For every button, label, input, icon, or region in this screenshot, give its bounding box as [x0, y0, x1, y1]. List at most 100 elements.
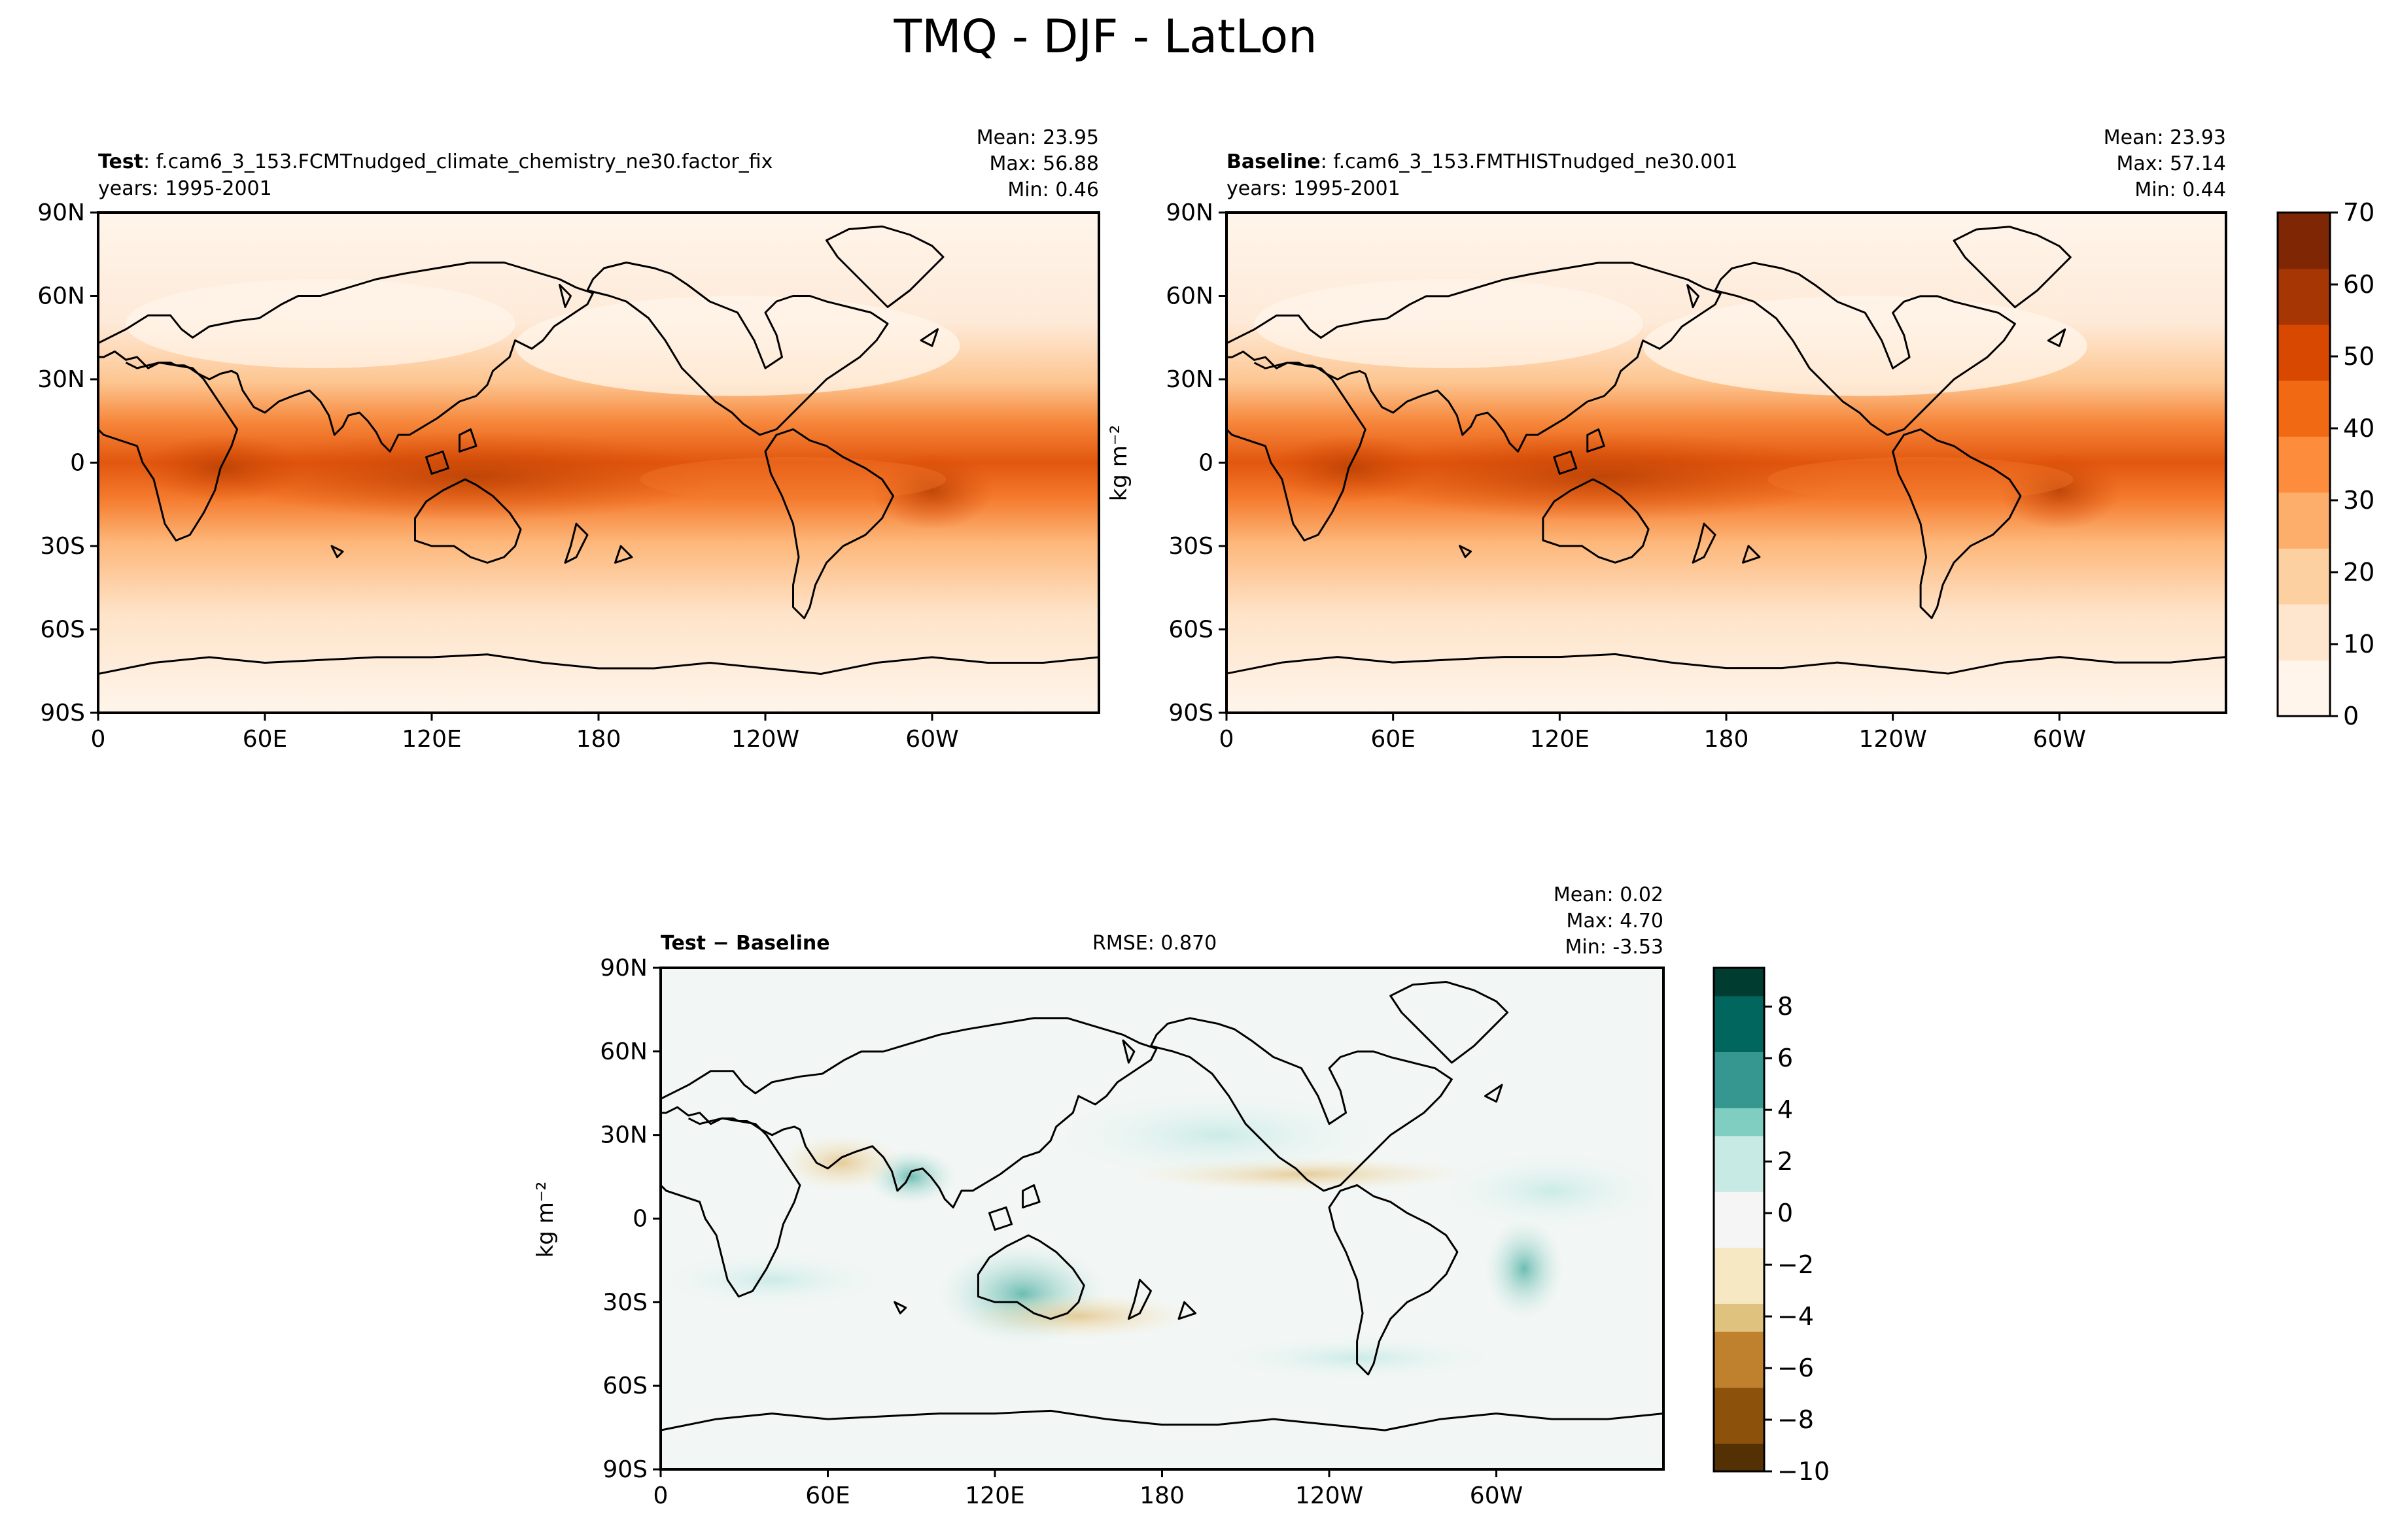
panel-diff-label: Test − Baseline [661, 932, 830, 955]
colorbar-frame [2276, 211, 2331, 717]
panel-diff-mean: Mean: 0.02 [1554, 883, 1663, 906]
panel-test-mean: Mean: 23.95 [977, 126, 1099, 149]
colorbar-step [1714, 968, 1764, 997]
colorbar-tick-label: 10 [2343, 630, 2374, 659]
colorbar-tick-label: 60 [2343, 270, 2374, 299]
lon-tick-label: 60E [1370, 726, 1416, 753]
lon-tick-label: 60E [243, 726, 288, 753]
colorbar-step [2278, 352, 2330, 381]
lon-tick-label: 120W [731, 726, 799, 753]
lat-tick-label: 0 [633, 1206, 648, 1233]
lat-tick-label: 30N [37, 366, 85, 393]
colorbar-step [1714, 1107, 1764, 1137]
colorbar-tick-label: 20 [2343, 558, 2374, 587]
lat-tick-label: 90S [40, 700, 85, 727]
colorbar-step [1714, 1331, 1764, 1360]
panel-test-min: Min: 0.46 [1007, 179, 1099, 201]
colorbar-step [2278, 240, 2330, 269]
lon-tick-label: 120E [1530, 726, 1590, 753]
colorbar-step [1714, 1415, 1764, 1444]
colorbar-step [2278, 548, 2330, 577]
lon-tick-label: 180 [576, 726, 621, 753]
colorbar-step [2278, 604, 2330, 633]
lat-tick-label: 30N [1166, 366, 1213, 393]
lat-tick-label: 90N [37, 199, 85, 226]
panel-baseline-years: years: 1995-2001 [1226, 177, 1400, 200]
panel-test-max: Max: 56.88 [989, 152, 1099, 175]
colorbar-step [2278, 632, 2330, 661]
lon-tick-label: 120W [1295, 1482, 1363, 1509]
colorbar-tick-label: −6 [1777, 1354, 1814, 1382]
colorbar-step [2278, 380, 2330, 409]
colorbar-tick-label: 40 [2343, 414, 2374, 443]
colorbar-tick-label: 70 [2343, 198, 2374, 227]
colorbar-step [2278, 492, 2330, 521]
lon-tick-label: 60W [905, 726, 958, 753]
colorbar-step [1714, 1275, 1764, 1304]
lat-tick-label: 60N [1166, 283, 1213, 310]
lat-tick-label: 30S [40, 533, 85, 560]
colorbar-tick-label: 4 [1777, 1095, 1793, 1124]
lat-tick-label: 30S [1168, 533, 1213, 560]
lat-tick-label: 0 [1198, 450, 1213, 477]
lon-tick-label: 60W [1470, 1482, 1523, 1509]
panel-baseline-mean: Mean: 23.93 [2104, 126, 2226, 149]
lon-tick-label: 0 [653, 1482, 669, 1509]
colorbar-step [1714, 1247, 1764, 1276]
colorbar-tick-label: −8 [1777, 1405, 1814, 1434]
colorbar-step [2278, 576, 2330, 605]
lon-tick-label: 120W [1859, 726, 1927, 753]
panel-diff-max: Max: 4.70 [1567, 910, 1663, 933]
map-field [1226, 213, 2226, 713]
colorbar-tick-label: 6 [1777, 1044, 1793, 1072]
colorbar-tick-label: 0 [1777, 1199, 1793, 1227]
lat-tick-label: 90S [1168, 700, 1213, 727]
colorbar-step [1714, 1023, 1764, 1052]
lat-tick-label: 60N [37, 283, 85, 310]
colorbar-tick-label: 8 [1777, 992, 1793, 1021]
lon-tick-label: 120E [965, 1482, 1024, 1509]
lat-tick-label: 90N [1166, 199, 1213, 226]
figure-title: TMQ - DJF - LatLon [894, 10, 1317, 63]
colorbar-step [2278, 296, 2330, 325]
colorbar-step [2278, 408, 2330, 437]
panel-baseline-min: Min: 0.44 [2134, 179, 2226, 201]
panel-test-label: Test: f.cam6_3_153.FCMTnudged_climate_ch… [98, 150, 773, 173]
panel-test: Test: f.cam6_3_153.FCMTnudged_climate_ch… [37, 126, 1100, 753]
lon-tick-label: 180 [1704, 726, 1749, 753]
map-field [98, 213, 1099, 713]
colorbar-step [1714, 1135, 1764, 1165]
colorbar-step [2278, 436, 2330, 465]
colorbar-step [1714, 1052, 1764, 1080]
colorbar-step [1714, 1080, 1764, 1108]
colorbar-step [1714, 1359, 1764, 1388]
lon-tick-label: 180 [1139, 1482, 1185, 1509]
lat-tick-label: 30N [600, 1122, 648, 1149]
colorbar-step [1714, 1387, 1764, 1416]
colorbar-diff: −10 −8 −6 −4 −2 0 2 4 6 8 [1713, 967, 1830, 1486]
panel-test-years: years: 1995-2001 [98, 177, 272, 200]
colorbar-step [1714, 1191, 1764, 1220]
lat-tick-label: 0 [70, 450, 85, 477]
lat-tick-label: 90N [600, 955, 648, 982]
lat-tick-label: 60S [1168, 617, 1213, 643]
colorbar-frame [1713, 967, 1765, 1473]
colorbar-step [2278, 324, 2330, 353]
map-field [661, 968, 1663, 1469]
colorbar-top: 0 10 20 30 40 50 60 70 [2276, 198, 2374, 730]
colorbar-tick-label: −10 [1777, 1457, 1830, 1486]
top-units-label: kg m⁻² [1106, 425, 1132, 502]
colorbar-tick-label: −4 [1777, 1302, 1814, 1331]
colorbar-tick-label: 50 [2343, 342, 2374, 371]
panel-baseline-max: Max: 57.14 [2116, 152, 2226, 175]
panel-baseline-label: Baseline: f.cam6_3_153.FMTHISTnudged_ne3… [1226, 150, 1738, 173]
colorbar-step [2278, 464, 2330, 493]
lat-tick-label: 30S [602, 1289, 648, 1316]
colorbar-step [1714, 1443, 1764, 1472]
colorbar-step [2278, 268, 2330, 297]
colorbar-step [2278, 520, 2330, 549]
